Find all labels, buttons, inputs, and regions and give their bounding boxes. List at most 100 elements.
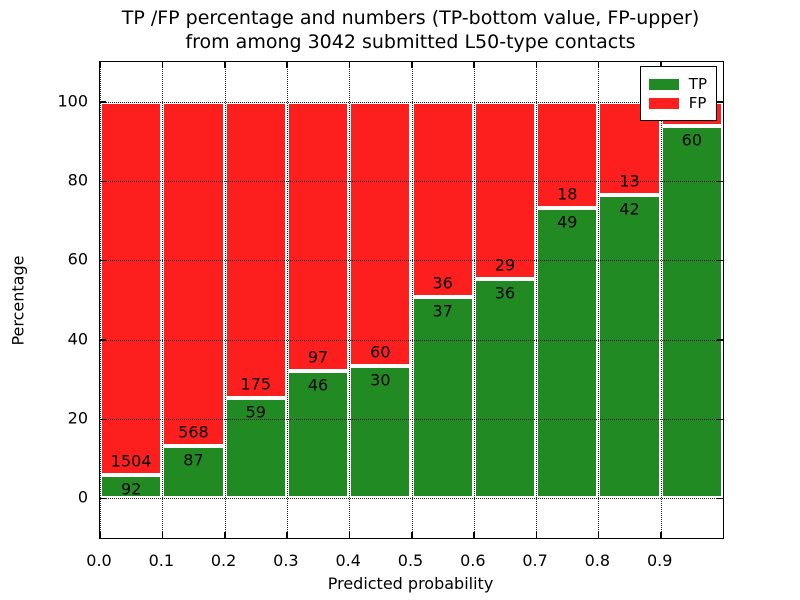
x-tick-mark-bottom bbox=[99, 532, 101, 538]
y-tick-mark-left bbox=[100, 339, 106, 341]
legend-item-tp: TP bbox=[648, 75, 707, 93]
x-tick-label: 0.8 bbox=[584, 551, 611, 570]
x-tick-mark-bottom bbox=[660, 532, 662, 538]
x-tick-label: 0.3 bbox=[273, 551, 299, 570]
x-tick-mark-bottom bbox=[597, 532, 600, 538]
x-tick-mark-top bbox=[535, 62, 538, 68]
bar-count-label-fp: 175 bbox=[240, 374, 272, 394]
gridline-vertical bbox=[660, 62, 662, 538]
bar-count-label-tp: 49 bbox=[557, 212, 578, 232]
y-tick-label: 80 bbox=[67, 170, 88, 190]
bar-count-label-tp: 60 bbox=[681, 130, 703, 150]
x-tick-mark-bottom bbox=[161, 532, 164, 538]
x-tick-mark-bottom bbox=[224, 532, 226, 538]
x-tick-label: 0.7 bbox=[522, 551, 548, 570]
bar-count-label-fp: 97 bbox=[307, 347, 329, 367]
bar-count-label-tp: 59 bbox=[245, 402, 266, 422]
bar-segment-fp bbox=[162, 101, 225, 446]
y-tick-mark-left bbox=[100, 418, 106, 420]
gridline-vertical bbox=[100, 62, 101, 538]
y-axis-label: Percentage bbox=[8, 255, 28, 346]
gridline-vertical bbox=[598, 62, 600, 538]
bar-segment-tp bbox=[473, 278, 537, 499]
bar-count-label-tp: 42 bbox=[619, 199, 640, 219]
bar-segment-fp bbox=[473, 101, 537, 279]
y-tick-mark-right bbox=[717, 180, 723, 182]
legend-swatch-tp bbox=[648, 78, 679, 90]
gridline-vertical bbox=[286, 62, 288, 538]
x-tick-label: 0.5 bbox=[397, 551, 424, 570]
legend-item-fp: FP bbox=[648, 94, 707, 112]
bar-segment-tp bbox=[660, 126, 723, 499]
x-tick-label: 0.4 bbox=[335, 551, 361, 570]
x-tick-mark-top bbox=[660, 62, 662, 68]
y-tick-label: 60 bbox=[67, 249, 88, 269]
chart-title-line2: from among 3042 submitted L50-type conta… bbox=[185, 31, 636, 53]
bar-segment-tp bbox=[100, 475, 163, 499]
x-tick-mark-bottom bbox=[535, 532, 538, 538]
x-tick-label: 0.0 bbox=[86, 551, 112, 570]
x-tick-label: 0.6 bbox=[460, 551, 486, 570]
chart-title-line1: TP /FP percentage and numbers (TP-bottom… bbox=[121, 7, 700, 29]
y-tick-mark-right bbox=[717, 418, 723, 420]
legend-swatch-fp bbox=[648, 97, 679, 109]
y-tick-mark-left bbox=[100, 101, 106, 103]
legend-label-fp: FP bbox=[688, 94, 707, 112]
bar-count-label-tp: 46 bbox=[307, 375, 329, 395]
x-tick-label: 0.9 bbox=[646, 551, 673, 570]
bar-segment-fp bbox=[536, 101, 599, 209]
x-tick-mark-top bbox=[473, 62, 475, 68]
x-tick-mark-top bbox=[99, 62, 101, 68]
bar-segment-tp bbox=[286, 370, 350, 499]
x-tick-mark-top bbox=[348, 62, 351, 68]
x-tick-mark-top bbox=[161, 62, 164, 68]
legend: TP FP bbox=[639, 66, 717, 121]
x-tick-mark-bottom bbox=[411, 532, 413, 538]
chart-title: TP /FP percentage and numbers (TP-bottom… bbox=[99, 6, 722, 54]
bar-segment-tp bbox=[411, 297, 474, 499]
bar-segment-tp bbox=[536, 208, 599, 499]
y-tick-mark-right bbox=[717, 339, 723, 341]
x-tick-mark-top bbox=[286, 62, 288, 68]
bar-count-label-tp: 87 bbox=[183, 450, 204, 470]
bar-count-label-tp: 92 bbox=[120, 479, 142, 499]
gridline-vertical bbox=[349, 62, 351, 538]
bar-segment-tp bbox=[162, 445, 225, 499]
y-tick-mark-left bbox=[100, 497, 106, 500]
bar-segment-fp bbox=[100, 101, 163, 476]
x-tick-mark-top bbox=[224, 62, 226, 68]
bar-count-label-tp: 37 bbox=[432, 301, 453, 321]
x-tick-label: 0.1 bbox=[148, 551, 175, 570]
x-tick-mark-bottom bbox=[286, 532, 288, 538]
bar-segment-tp bbox=[598, 195, 661, 499]
bar-count-label-fp: 36 bbox=[432, 273, 453, 293]
bar-count-label-fp: 568 bbox=[178, 422, 209, 442]
bar-segment-tp bbox=[349, 366, 412, 499]
bar-count-label-fp: 1504 bbox=[110, 451, 152, 471]
gridline-vertical bbox=[411, 62, 413, 538]
y-tick-mark-left bbox=[100, 180, 106, 182]
gridline-vertical bbox=[224, 62, 226, 538]
legend-label-tp: TP bbox=[688, 75, 707, 93]
y-tick-mark-right bbox=[717, 497, 723, 500]
y-tick-label: 100 bbox=[57, 91, 88, 111]
bar-segment-fp bbox=[286, 101, 350, 371]
bar-count-label-fp: 18 bbox=[557, 184, 578, 204]
y-tick-label: 40 bbox=[67, 329, 88, 349]
x-tick-mark-bottom bbox=[473, 532, 475, 538]
bar-count-label-fp: 29 bbox=[494, 255, 516, 275]
bar-segment-fp bbox=[349, 101, 412, 367]
gridline-vertical bbox=[473, 62, 475, 538]
gridline-vertical bbox=[536, 62, 538, 538]
bar-segment-tp bbox=[224, 398, 287, 499]
y-tick-mark-right bbox=[717, 101, 723, 103]
bar-count-label-tp: 30 bbox=[370, 370, 391, 390]
x-tick-mark-bottom bbox=[348, 532, 351, 538]
x-axis-label: Predicted probability bbox=[327, 574, 494, 593]
x-tick-mark-top bbox=[597, 62, 600, 68]
bar-segment-fp bbox=[224, 101, 287, 399]
bar-count-label-tp: 36 bbox=[494, 283, 516, 303]
y-tick-mark-left bbox=[100, 259, 106, 262]
bar-segment-fp bbox=[411, 101, 474, 298]
x-tick-label: 0.2 bbox=[210, 551, 237, 570]
